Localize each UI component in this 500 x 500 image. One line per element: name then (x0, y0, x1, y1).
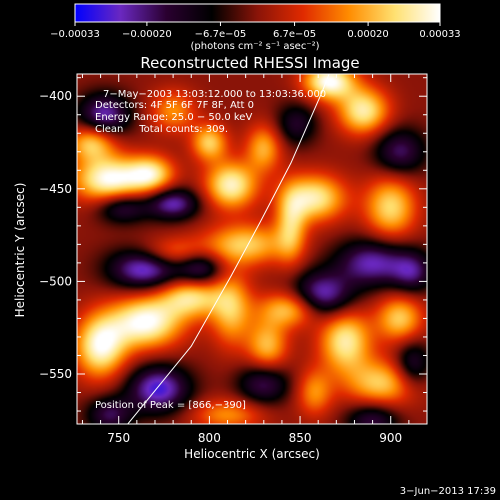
annotation-energy-range: Energy Range: 25.0 − 50.0 keV (95, 112, 252, 123)
y-tick-label: −450 (39, 182, 72, 196)
y-axis-label: Heliocentric Y (arcsec) (13, 183, 27, 318)
chart-title: Reconstructed RHESSI Image (140, 54, 359, 72)
colorbar-tick-label: 0.00033 (419, 29, 460, 40)
colorbar-ticks: −0.00033 −0.00020 −6.7e−05 6.7e−05 0.00020 0.… (50, 22, 461, 40)
y-tick-label: −550 (39, 367, 72, 381)
x-tick-label: 850 (289, 431, 312, 445)
solar-limb-line (127, 74, 330, 424)
colorbar-gradient (74, 3, 441, 23)
heatmap-image (77, 74, 427, 424)
x-axis-label: Heliocentric X (arcsec) (184, 447, 320, 461)
annotation-clean-counts: Clean Total counts: 309. (95, 124, 228, 135)
x-tick-label: 800 (198, 431, 221, 445)
y-tick-label: −400 (39, 89, 72, 103)
y-tick-label: −500 (39, 274, 72, 288)
colorbar: −0.00033 −0.00020 −6.7e−05 6.7e−05 0.00020 0.… (50, 3, 461, 52)
annotation-detectors: Detectors: 4F 5F 6F 7F 8F, Att 0 (95, 100, 254, 111)
x-tick-label: 750 (107, 431, 130, 445)
colorbar-tick-label: 6.7e−05 (273, 29, 316, 40)
plot-area: 750 800 850 900 −400 −450 −500 −550 7−May−2003… (39, 73, 428, 445)
annotation-block: 7−May−2003 13:03:12.000 to 13:03:36.000 … (95, 89, 326, 135)
colorbar-tick-label: −0.00033 (50, 29, 100, 40)
annotation-time-range: 7−May−2003 13:03:12.000 to 13:03:36.000 (103, 89, 326, 100)
colorbar-tick-label: −0.00020 (122, 29, 172, 40)
x-tick-label: 900 (379, 431, 402, 445)
y-axis-ticks: −400 −450 −500 −550 (39, 77, 427, 412)
colorbar-unit-label: (photons cm⁻² s⁻¹ asec⁻²) (190, 41, 319, 52)
peak-position-label: Position of Peak = [866,−390] (95, 400, 246, 411)
colorbar-tick-label: 0.00020 (347, 29, 388, 40)
footer-date: 3−Jun−2013 17:39 (400, 486, 496, 497)
x-axis-ticks: 750 800 850 900 (81, 74, 428, 445)
plot-frame (76, 73, 428, 425)
colorbar-tick-label: −6.7e−05 (195, 29, 247, 40)
